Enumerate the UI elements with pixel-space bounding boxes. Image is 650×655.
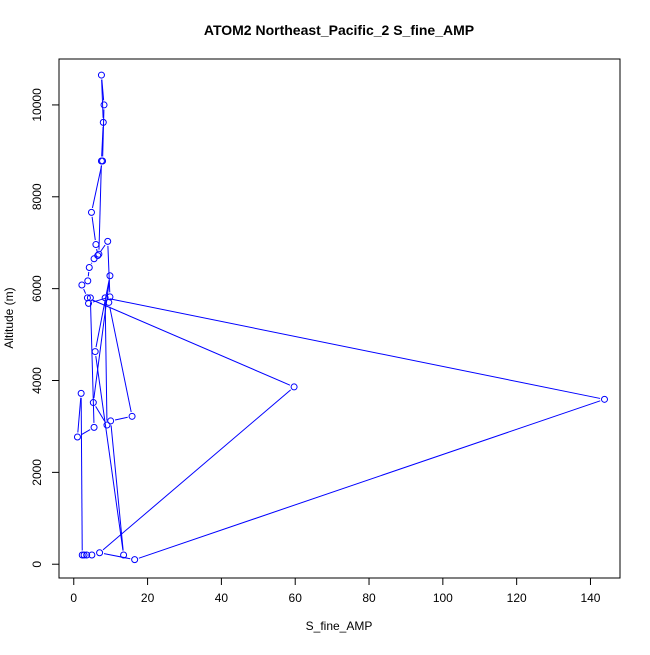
- series-segment: [78, 398, 81, 433]
- series-segment: [105, 302, 107, 420]
- y-axis-label: Altitude (m): [2, 287, 16, 348]
- data-point: [129, 413, 135, 419]
- data-point: [101, 102, 107, 108]
- x-axis-label: S_fine_AMP: [306, 619, 373, 633]
- chart-title: ATOM2 Northeast_Pacific_2 S_fine_AMP: [204, 22, 474, 38]
- series-segment: [100, 245, 105, 252]
- data-point: [105, 238, 111, 244]
- data-point: [91, 256, 97, 262]
- data-point: [92, 349, 98, 355]
- x-tick-label: 140: [580, 591, 600, 605]
- data-point: [132, 557, 138, 563]
- data-series: [74, 72, 607, 563]
- data-point: [86, 265, 92, 271]
- y-tick-label: 4000: [30, 367, 44, 394]
- data-point: [74, 434, 80, 440]
- data-point: [79, 282, 85, 288]
- x-tick-label: 40: [215, 591, 229, 605]
- data-point: [601, 396, 607, 402]
- series-segment: [111, 425, 123, 550]
- series-segment: [81, 430, 90, 435]
- series-segment: [96, 356, 123, 551]
- series-segment: [81, 398, 82, 551]
- y-tick-label: 10000: [30, 88, 44, 122]
- series-segment: [92, 217, 95, 240]
- data-point: [108, 418, 114, 424]
- data-point: [291, 384, 297, 390]
- data-point: [88, 209, 94, 215]
- series-segment: [92, 300, 290, 386]
- series-segment: [139, 401, 600, 558]
- data-point: [91, 424, 97, 430]
- x-axis: 0 20 40 60 80 100 120 140: [70, 578, 600, 605]
- y-tick-label: 8000: [30, 183, 44, 210]
- x-tick-label: 120: [507, 591, 527, 605]
- x-tick-label: 20: [141, 591, 155, 605]
- data-point: [78, 390, 84, 396]
- y-tick-label: 0: [30, 561, 44, 568]
- series-segment: [84, 289, 86, 294]
- data-point: [85, 278, 91, 284]
- data-point: [98, 72, 104, 78]
- plot-frame: [59, 59, 620, 578]
- series-segment: [110, 299, 601, 399]
- series-segment: [110, 307, 131, 412]
- y-tick-label: 2000: [30, 459, 44, 486]
- series-segment: [115, 417, 128, 420]
- series-segment: [96, 280, 109, 347]
- x-tick-label: 60: [289, 591, 303, 605]
- x-tick-label: 100: [433, 591, 453, 605]
- data-point: [93, 242, 99, 248]
- x-tick-label: 0: [70, 591, 77, 605]
- y-tick-label: 6000: [30, 275, 44, 302]
- x-tick-label: 80: [362, 591, 376, 605]
- y-axis: 0 2000 4000 6000 8000 10000: [30, 88, 59, 568]
- data-point: [97, 550, 103, 556]
- data-point: [107, 273, 113, 279]
